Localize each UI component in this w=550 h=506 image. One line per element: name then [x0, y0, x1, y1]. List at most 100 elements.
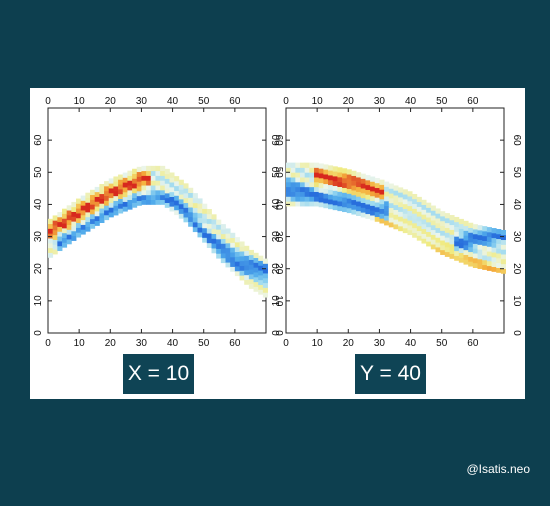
heatmap-cell [416, 206, 422, 212]
heatmap-cell [62, 213, 68, 219]
heatmap-cell [244, 265, 250, 271]
heatmap-cell [160, 170, 166, 176]
heatmap-cell [99, 203, 105, 209]
heatmap-cell [174, 209, 180, 216]
heatmap-cell [141, 175, 147, 181]
heatmap-cell [239, 265, 245, 271]
heatmap-cell [104, 181, 110, 187]
heatmap-cell [468, 251, 474, 257]
heatmap-cell [290, 172, 296, 178]
heatmap-cell [108, 188, 114, 194]
heatmap-cell [356, 196, 362, 202]
heatmap-cell [323, 164, 329, 170]
heatmap-cell [393, 224, 399, 230]
heatmap-cell [160, 189, 166, 196]
heatmap-cell [496, 257, 502, 264]
heatmap-cell [482, 259, 488, 266]
heatmap-cell [169, 172, 175, 178]
heatmap-cell [202, 208, 208, 214]
heatmap-cell [332, 180, 338, 187]
heatmap-cell [146, 165, 152, 172]
heatmap-cell [57, 245, 63, 252]
heatmap-cell [197, 227, 203, 233]
heatmap-cell [234, 256, 240, 262]
heatmap-cell [463, 259, 469, 265]
heatmap-cell [342, 177, 348, 184]
heatmap-cell [304, 186, 310, 192]
x-tick-label-top: 10 [312, 96, 324, 107]
heatmap-cell [304, 196, 310, 202]
heatmap-cell [430, 234, 436, 240]
heatmap-cell [174, 180, 180, 187]
heatmap-cell [388, 217, 394, 223]
heatmap-cell [262, 277, 268, 284]
heatmap-cell [234, 270, 240, 277]
heatmap-cell [197, 217, 203, 223]
heatmap-cell [477, 263, 483, 269]
heatmap-cell [183, 192, 189, 199]
heatmap-cell [402, 218, 408, 224]
heatmap-cell [500, 249, 506, 255]
heatmap-cell [57, 226, 63, 232]
heatmap-cell [435, 208, 441, 214]
heatmap-cell [342, 192, 348, 198]
heatmap-cell [454, 255, 460, 261]
heatmap-cell [458, 243, 464, 249]
heatmap-cell [57, 240, 63, 247]
heatmap-cell [258, 289, 264, 295]
heatmap-cell [314, 162, 320, 168]
heatmap-cell [337, 181, 343, 187]
heatmap-cell [402, 203, 408, 210]
heatmap-cell [211, 223, 217, 230]
heatmap-cell [416, 225, 422, 232]
heatmap-cell [486, 260, 492, 267]
heatmap-cell [146, 194, 152, 201]
heatmap-cell [80, 200, 86, 206]
heatmap-cell [202, 218, 208, 224]
heatmap-cell [262, 282, 268, 288]
heatmap-cell [482, 226, 488, 232]
heatmap-cell [220, 233, 226, 239]
heatmap-cell [468, 246, 474, 253]
heatmap-cell [85, 221, 91, 227]
heatmap-cell [374, 177, 380, 184]
heatmap-cell [146, 170, 152, 176]
heatmap-cell [421, 214, 427, 220]
heatmap-cell [90, 209, 96, 215]
heatmap-cell [323, 198, 329, 204]
heatmap-cell [486, 251, 492, 257]
heatmap-cell [374, 206, 380, 213]
heatmap-cell [286, 181, 292, 188]
heatmap-cell [384, 186, 390, 192]
heatmap-cell [356, 210, 362, 216]
heatmap-cell [337, 176, 343, 183]
heatmap-cell [496, 233, 502, 240]
heatmap-cell [444, 242, 450, 248]
y-tick-label-left: 10 [33, 295, 44, 307]
heatmap-cell [435, 218, 441, 224]
heatmap-cell [458, 238, 464, 244]
heatmap-cell [346, 178, 352, 185]
heatmap-cell [66, 205, 72, 211]
heatmap-cell [393, 190, 399, 196]
heatmap-cell [183, 212, 189, 218]
heatmap-cell [220, 228, 226, 235]
heatmap-cell [216, 229, 222, 235]
heatmap-cell [444, 251, 450, 257]
heatmap-cell [286, 186, 292, 192]
heatmap-cell [71, 211, 77, 217]
heatmap-cell [374, 192, 380, 198]
heatmap-cell [169, 206, 175, 212]
heatmap-cell [388, 222, 394, 228]
heatmap-cell [220, 238, 226, 244]
heatmap-cell [477, 244, 483, 250]
heatmap-cell [104, 210, 110, 216]
heatmap-cell [258, 260, 264, 266]
heatmap-cell [197, 198, 203, 204]
heatmap-cell [52, 229, 58, 236]
heatmap-cell [346, 198, 352, 204]
heatmap-cell [332, 204, 338, 211]
heatmap-cell [66, 229, 72, 235]
heatmap-cell [225, 262, 231, 268]
heatmap-cell [66, 234, 72, 240]
